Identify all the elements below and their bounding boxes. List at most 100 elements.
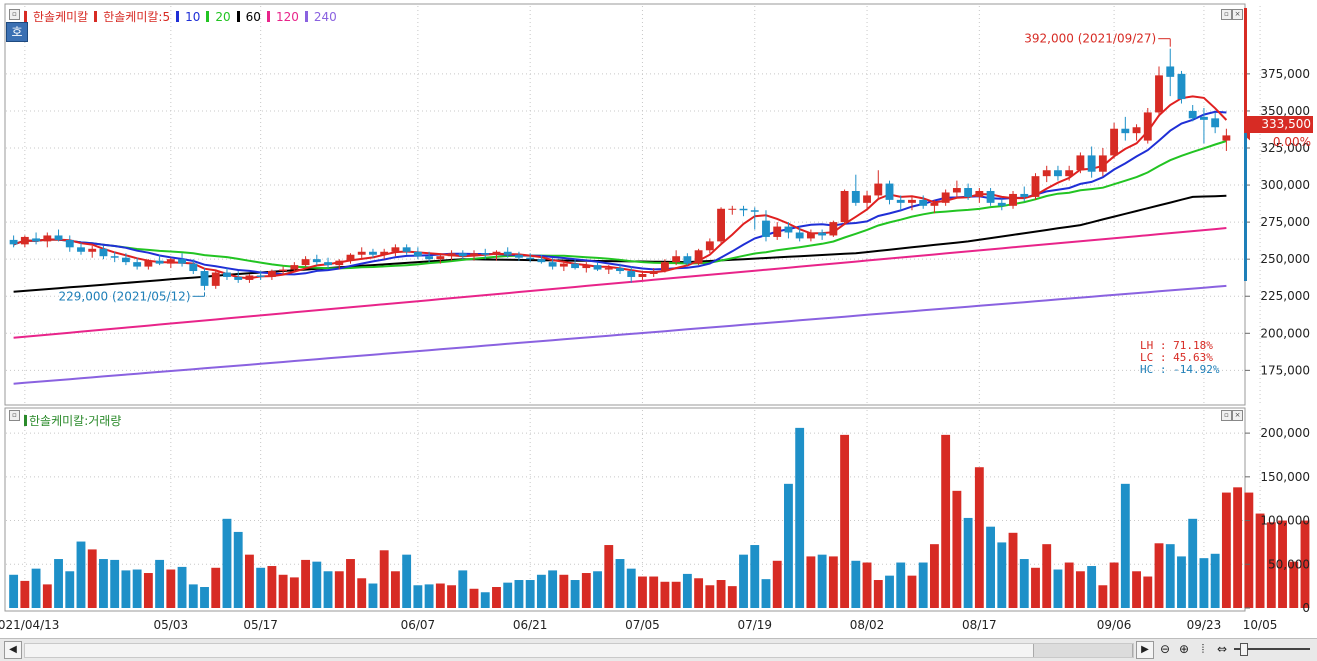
legend-marker bbox=[176, 11, 180, 22]
volume-tick-label: 150,000 bbox=[1260, 470, 1310, 484]
volume-bar bbox=[447, 585, 456, 608]
scroll-left-button[interactable]: ◀ bbox=[4, 641, 22, 659]
volume-bar bbox=[1087, 566, 1097, 608]
volume-bar bbox=[357, 578, 367, 608]
volume-bar bbox=[87, 549, 97, 608]
pane-menu-button[interactable]: ▫ bbox=[9, 9, 20, 20]
price-tick-label: 325,000 bbox=[1260, 141, 1310, 155]
volume-bar bbox=[885, 575, 894, 608]
candle bbox=[582, 262, 591, 273]
x-tick-label: 07/05 bbox=[625, 618, 660, 632]
volume-bar bbox=[1075, 571, 1085, 608]
maximize-pane-button[interactable]: ▫ bbox=[1221, 9, 1232, 20]
volume-bar bbox=[525, 580, 535, 608]
zoom-out-icon[interactable]: ⊖ bbox=[1159, 642, 1171, 656]
candle bbox=[750, 207, 759, 230]
legend-item[interactable]: 10 bbox=[176, 10, 200, 24]
candle bbox=[818, 229, 827, 240]
candle bbox=[290, 262, 299, 273]
volume-bar bbox=[110, 559, 120, 608]
volume-bar bbox=[1244, 492, 1254, 608]
volume-bar bbox=[42, 584, 52, 608]
scroll-right-button[interactable]: ▶ bbox=[1136, 641, 1154, 659]
candle bbox=[447, 250, 456, 261]
volume-bar bbox=[963, 517, 973, 608]
candle bbox=[458, 250, 467, 260]
candle bbox=[211, 269, 220, 289]
x-tick-label: 08/17 bbox=[962, 618, 997, 632]
legend-item[interactable]: 60 bbox=[236, 10, 261, 24]
volume-bar bbox=[76, 541, 86, 608]
candle bbox=[144, 259, 153, 270]
volume-bar bbox=[1255, 513, 1265, 608]
candle bbox=[986, 188, 995, 206]
volume-bar bbox=[1042, 544, 1052, 608]
candle bbox=[20, 235, 29, 248]
volume-bar bbox=[705, 585, 715, 608]
x-tick-label: 10/05 bbox=[1243, 618, 1278, 632]
volume-bar bbox=[155, 559, 165, 608]
legend-item[interactable]: 20 bbox=[206, 10, 231, 24]
volume-bar bbox=[1266, 522, 1276, 608]
candle bbox=[649, 268, 658, 277]
chart-type-badge[interactable]: 호 bbox=[6, 22, 28, 42]
volume-bar bbox=[20, 580, 30, 608]
volume-bar bbox=[390, 571, 400, 608]
volume-bar bbox=[649, 576, 659, 608]
close-volume-pane-button[interactable]: × bbox=[1232, 410, 1243, 421]
volume-bar bbox=[267, 566, 277, 608]
legend-item[interactable]: 한솔케미칼:5 bbox=[94, 10, 170, 24]
legend-marker bbox=[94, 11, 98, 22]
candle bbox=[717, 207, 725, 245]
x-tick-label: 05/17 bbox=[243, 618, 278, 632]
zoom-in-icon[interactable]: ⊕ bbox=[1178, 642, 1190, 656]
legend-item[interactable]: 120 bbox=[266, 10, 299, 24]
volume-bar bbox=[1031, 567, 1040, 608]
volume-bar bbox=[166, 569, 176, 608]
candle bbox=[515, 251, 523, 261]
horizontal-scrollbar[interactable]: ◀ ▶ ⊖ ⊕ ⦙ ⇔ bbox=[0, 638, 1317, 661]
bar-count-icon[interactable]: ⦙ bbox=[1201, 642, 1205, 656]
candle bbox=[908, 196, 916, 211]
candle bbox=[762, 210, 770, 242]
candle bbox=[256, 271, 265, 280]
candle bbox=[773, 222, 782, 240]
candle bbox=[537, 254, 546, 264]
stats-box: LH : 71.18% LC : 45.63% HC : -14.92% bbox=[1140, 340, 1219, 376]
candle bbox=[604, 265, 613, 274]
scroll-track[interactable] bbox=[24, 643, 1134, 658]
maximize-volume-pane-button[interactable]: ▫ bbox=[1221, 410, 1232, 421]
volume-bar bbox=[604, 545, 614, 608]
volume-bar bbox=[761, 579, 771, 608]
volume-pane-menu-button[interactable]: ▫ bbox=[9, 410, 20, 421]
candle bbox=[1222, 128, 1231, 151]
stock-chart: 375,000 350,000 325,000 300,000 275,000 250,0… bbox=[0, 3, 1310, 632]
close-pane-button[interactable]: × bbox=[1232, 9, 1243, 20]
legend-item[interactable]: 240 bbox=[304, 10, 337, 24]
price-tick-label: 375,000 bbox=[1260, 67, 1310, 81]
volume-axis: 200,000 150,000 100,000 50,000 0 bbox=[1245, 426, 1310, 615]
candle bbox=[1211, 112, 1220, 134]
zoom-slider[interactable] bbox=[1234, 648, 1310, 650]
x-tick-label: 09/23 bbox=[1187, 618, 1222, 632]
candle bbox=[683, 253, 692, 266]
volume-bar bbox=[1199, 558, 1209, 608]
candle bbox=[1065, 165, 1074, 181]
volume-bar bbox=[1143, 576, 1153, 608]
candle bbox=[133, 257, 142, 270]
zoom-slider-thumb[interactable] bbox=[1240, 643, 1248, 656]
fit-width-icon[interactable]: ⇔ bbox=[1216, 642, 1228, 656]
legend-item[interactable]: 한솔케미칼 bbox=[24, 10, 88, 24]
volume-bar bbox=[278, 574, 288, 608]
volume-bar bbox=[1221, 492, 1231, 608]
volume-bar bbox=[458, 570, 468, 608]
volume-bar bbox=[795, 427, 805, 608]
price-pane bbox=[4, 3, 1246, 406]
ma20-line bbox=[13, 140, 1227, 270]
volume-bar bbox=[9, 574, 19, 608]
volume-bar bbox=[323, 571, 333, 608]
candle bbox=[357, 247, 366, 260]
scroll-thumb[interactable] bbox=[1033, 644, 1133, 657]
candle bbox=[77, 242, 85, 255]
